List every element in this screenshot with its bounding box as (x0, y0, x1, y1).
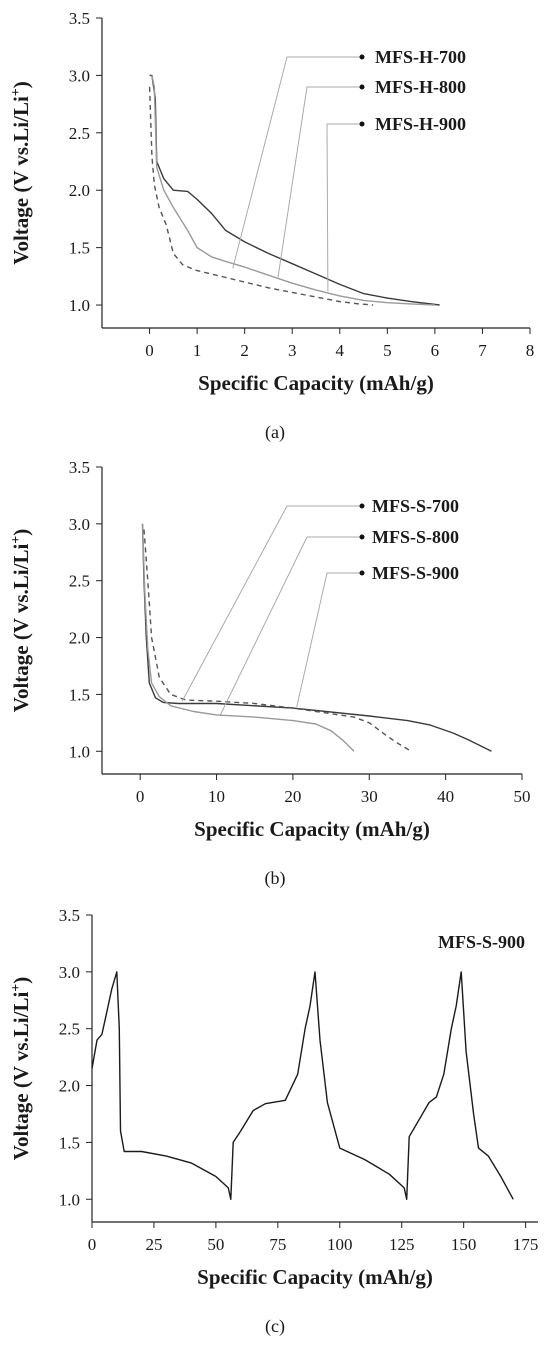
y-tick-label: 1.5 (59, 1133, 80, 1152)
legend-label: MFS-H-900 (375, 114, 466, 134)
x-axis-label: Specific Capacity (mAh/g) (198, 371, 434, 395)
x-tick-label: 2 (240, 341, 249, 360)
legend-leader-line (232, 56, 362, 269)
x-tick-label: 0 (145, 341, 154, 360)
x-tick-label: 5 (383, 341, 392, 360)
x-tick-label: 0 (136, 787, 145, 806)
series-line (141, 523, 355, 752)
y-tick-label: 2.5 (69, 572, 90, 591)
y-tick-label: 3.0 (59, 963, 80, 982)
x-tick-label: 1 (193, 341, 202, 360)
legend-marker (359, 84, 365, 90)
legend-marker (359, 534, 365, 540)
chart-panel: 1.0 1.5 2.0 2.5 3.0 3.5 0 25 50 75 100 125 150 175 Spe… (9, 906, 538, 1337)
x-tick-label: 3 (288, 341, 297, 360)
y-axis-label: Voltage (V vs.Li/Li+) (9, 977, 33, 1161)
series-line (149, 74, 440, 306)
x-axis-label: Specific Capacity (mAh/g) (194, 817, 430, 841)
legend-label: MFS-S-900 (438, 932, 525, 952)
legend-label: MFS-H-800 (375, 77, 466, 97)
y-tick-label: 2.0 (69, 629, 90, 648)
x-tick-label: 6 (431, 341, 440, 360)
x-tick-label: 50 (207, 1235, 224, 1254)
series-line (143, 529, 412, 752)
y-tick-label: 1.5 (69, 685, 90, 704)
x-tick-label: 75 (269, 1235, 286, 1254)
x-tick-label: 150 (451, 1235, 477, 1254)
legend-marker (359, 54, 365, 60)
legend-marker (359, 570, 365, 576)
chart-panel: 1.0 1.5 2.0 2.5 3.0 3.5 0 10 20 30 40 50 Specific Ca… (9, 458, 531, 889)
legend-leader-line (277, 86, 362, 278)
x-tick-label: 0 (88, 1235, 97, 1254)
series-line (91, 971, 514, 1200)
panel-caption: (b) (265, 868, 286, 889)
x-tick-label: 50 (514, 787, 531, 806)
x-tick-label: 175 (513, 1235, 539, 1254)
panel-caption: (a) (265, 422, 285, 443)
y-tick-label: 2.5 (69, 124, 90, 143)
legend-label: MFS-S-900 (372, 563, 459, 583)
y-axis-label: Voltage (V vs.Li/Li+) (9, 529, 33, 713)
y-tick-label: 2.0 (59, 1077, 80, 1096)
legend-marker (359, 121, 365, 127)
y-axis-label: Voltage (V vs.Li/Li+) (9, 81, 33, 265)
legend-label: MFS-S-800 (372, 527, 459, 547)
x-tick-label: 30 (361, 787, 378, 806)
chart-panel: 1.0 1.5 2.0 2.5 3.0 3.5 0 1 2 3 4 5 6 7 8 Specific Capa… (9, 9, 534, 443)
x-tick-label: 20 (284, 787, 301, 806)
legend-leader-line (296, 572, 362, 708)
x-tick-label: 4 (336, 341, 345, 360)
y-tick-label: 3.0 (69, 515, 90, 534)
series-line (141, 523, 492, 752)
y-tick-label: 1.5 (69, 239, 90, 258)
y-tick-label: 3.5 (59, 906, 80, 925)
x-tick-label: 100 (327, 1235, 353, 1254)
y-tick-label: 2.5 (59, 1020, 80, 1039)
legend-leader-line (181, 505, 362, 702)
legend-marker (359, 503, 365, 509)
x-axis-label: Specific Capacity (mAh/g) (197, 1265, 433, 1289)
x-tick-label: 10 (208, 787, 225, 806)
legend-label: MFS-S-700 (372, 496, 459, 516)
legend-leader-line (219, 536, 362, 716)
x-tick-label: 8 (526, 341, 535, 360)
y-tick-label: 3.0 (69, 66, 90, 85)
series-line (151, 75, 435, 306)
x-tick-label: 40 (437, 787, 454, 806)
y-tick-label: 3.5 (69, 458, 90, 477)
y-tick-label: 1.0 (69, 742, 90, 761)
series-line (148, 86, 374, 306)
legend-label: MFS-H-700 (375, 47, 466, 67)
y-tick-label: 3.5 (69, 9, 90, 28)
legend-leader-line (326, 123, 362, 292)
y-tick-label: 1.0 (59, 1190, 80, 1209)
y-tick-label: 1.0 (69, 296, 90, 315)
x-tick-label: 7 (478, 341, 487, 360)
y-tick-label: 2.0 (69, 181, 90, 200)
x-tick-label: 25 (145, 1235, 162, 1254)
x-tick-label: 125 (389, 1235, 415, 1254)
panel-caption: (c) (265, 1316, 285, 1337)
